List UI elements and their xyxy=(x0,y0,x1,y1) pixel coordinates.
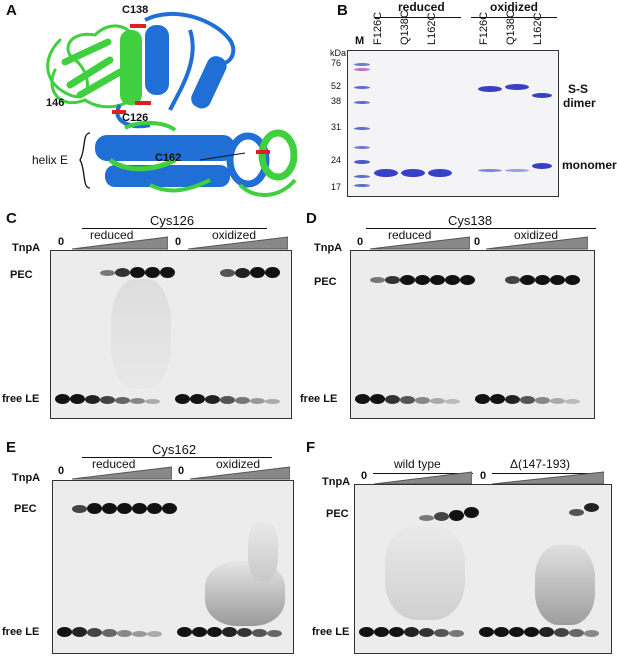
panel-f-label: F xyxy=(306,439,316,456)
residue-c126-label: C126 xyxy=(122,112,149,124)
panel-d-label: D xyxy=(306,210,317,227)
marker-lane-label: M xyxy=(355,35,365,47)
helix-e-label: helix E xyxy=(32,153,69,167)
pec-label: PEC xyxy=(10,269,33,281)
dimer-label: dimer xyxy=(563,96,596,110)
wildtype-underline xyxy=(373,473,473,474)
ladder-label: 52 xyxy=(331,81,342,91)
titration-wedge xyxy=(374,471,472,485)
oxidized-label: oxidized xyxy=(216,457,261,471)
ladder-label: 24 xyxy=(331,155,342,165)
title-underline xyxy=(82,457,272,458)
titration-wedge xyxy=(72,466,172,480)
group-reduced-line xyxy=(375,17,461,18)
title-underline xyxy=(82,228,267,229)
titration-wedge xyxy=(72,236,168,250)
monomer-label: monomer xyxy=(562,158,617,172)
group-oxidized-label: oxidized xyxy=(490,0,539,14)
panel-b-label: B xyxy=(337,2,348,19)
deletion-underline xyxy=(492,473,604,474)
titration-wedge xyxy=(486,236,588,250)
group-oxidized-line xyxy=(471,17,557,18)
emsa-gel-cys138 xyxy=(350,250,595,419)
zero-label: 0 xyxy=(175,236,182,248)
kda-unit: kDa xyxy=(330,48,347,58)
gel-title: Cys162 xyxy=(152,442,197,457)
zero-label: 0 xyxy=(58,236,65,248)
pec-label: PEC xyxy=(314,276,337,288)
free-le-label: free LE xyxy=(312,626,350,638)
ladder-label: 76 xyxy=(331,58,342,68)
pec-label: PEC xyxy=(326,508,349,520)
lane-label: Q138C xyxy=(505,10,517,45)
lane-label: L162C xyxy=(532,12,544,45)
oxidized-label: oxidized xyxy=(212,228,257,242)
tnpa-label: TnpA xyxy=(314,242,343,254)
ladder-label: 17 xyxy=(331,182,342,192)
gel-title: Cys126 xyxy=(150,213,195,228)
zero-label: 0 xyxy=(474,236,481,248)
residue-c162-label: C162 xyxy=(155,152,182,164)
group-reduced-label: reduced xyxy=(398,0,445,14)
reduced-label: reduced xyxy=(92,457,136,471)
zero-label: 0 xyxy=(361,470,368,482)
free-le-label: free LE xyxy=(2,393,40,405)
protein-structure-cartoon xyxy=(46,11,298,198)
gel-title: Cys138 xyxy=(448,213,493,228)
tnpa-label: TnpA xyxy=(12,472,41,484)
panel-c-label: C xyxy=(6,210,17,227)
lane-label: Q138C xyxy=(399,10,411,45)
emsa-gel-cys126 xyxy=(50,250,292,419)
zero-label: 0 xyxy=(178,465,185,477)
zero-label: 0 xyxy=(357,236,364,248)
sds-page-gel xyxy=(347,50,559,197)
tnpa-label: TnpA xyxy=(322,476,351,488)
wildtype-label: wild type xyxy=(394,457,441,471)
titration-wedge xyxy=(190,466,290,480)
zero-label: 0 xyxy=(58,465,65,477)
reduced-label: reduced xyxy=(90,228,134,242)
lane-label: F126C xyxy=(478,11,490,45)
panel-e-label: E xyxy=(6,439,17,456)
tnpa-label: TnpA xyxy=(12,242,41,254)
zero-label: 0 xyxy=(480,470,487,482)
titration-wedge xyxy=(370,236,470,250)
oxidized-label: oxidized xyxy=(514,228,559,242)
titration-wedge xyxy=(492,471,604,485)
free-le-label: free LE xyxy=(300,393,338,405)
ladder-label: 31 xyxy=(331,122,342,132)
pec-label: PEC xyxy=(14,503,37,515)
residue-c138-label: C138 xyxy=(122,4,149,16)
dimer-label: S-S xyxy=(568,82,589,96)
title-underline xyxy=(366,228,596,229)
residue-146-label: 146 xyxy=(46,97,65,109)
deletion-label: Δ(147-193) xyxy=(510,457,571,471)
free-le-label: free LE xyxy=(2,626,40,638)
lane-label: L162C xyxy=(426,12,438,45)
titration-wedge xyxy=(188,236,288,250)
emsa-gel-deletion xyxy=(354,484,612,654)
panel-a-label: A xyxy=(6,2,17,19)
reduced-label: reduced xyxy=(388,228,432,242)
lane-label: F126C xyxy=(372,11,384,45)
emsa-gel-cys162 xyxy=(52,480,294,654)
ladder-label: 38 xyxy=(331,96,342,106)
